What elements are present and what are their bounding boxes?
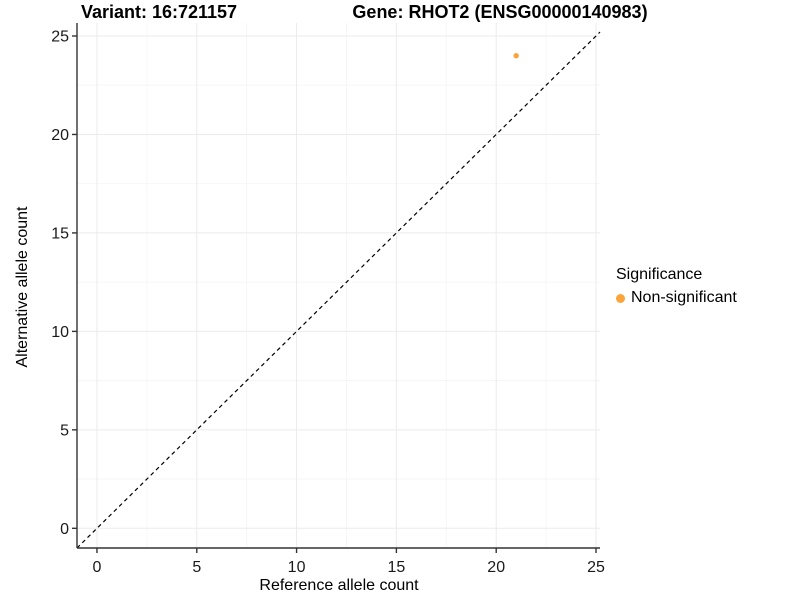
legend-item-non-significant: Non-significant [616, 289, 737, 307]
legend: Significance Non-significant [616, 266, 737, 307]
x-tick-label: 0 [93, 559, 102, 576]
x-axis-title: Reference allele count [259, 577, 419, 594]
y-tick-label: 5 [60, 422, 69, 439]
y-axis-title: Alternative allele count [14, 206, 31, 368]
y-tick-label: 25 [51, 28, 69, 45]
y-tick-label: 20 [51, 127, 69, 144]
plot-title-gene: Gene: RHOT2 (ENSG00000140983) [352, 2, 648, 22]
x-tick-label: 25 [587, 559, 605, 576]
x-tick-label: 15 [387, 559, 405, 576]
x-tick-label: 20 [487, 559, 505, 576]
identity-line [76, 31, 601, 549]
x-tick-label: 10 [288, 559, 306, 576]
plot-title-variant: Variant: 16:721157 [80, 2, 238, 22]
legend-point-icon [616, 293, 625, 303]
y-tick-label: 15 [51, 225, 69, 242]
y-tick-label: 10 [51, 324, 69, 341]
y-tick-label: 0 [60, 521, 69, 538]
legend-title: Significance [616, 266, 703, 283]
data-point [513, 52, 519, 59]
x-tick-label: 5 [192, 559, 201, 576]
legend-item-label: Non-significant [631, 289, 737, 306]
